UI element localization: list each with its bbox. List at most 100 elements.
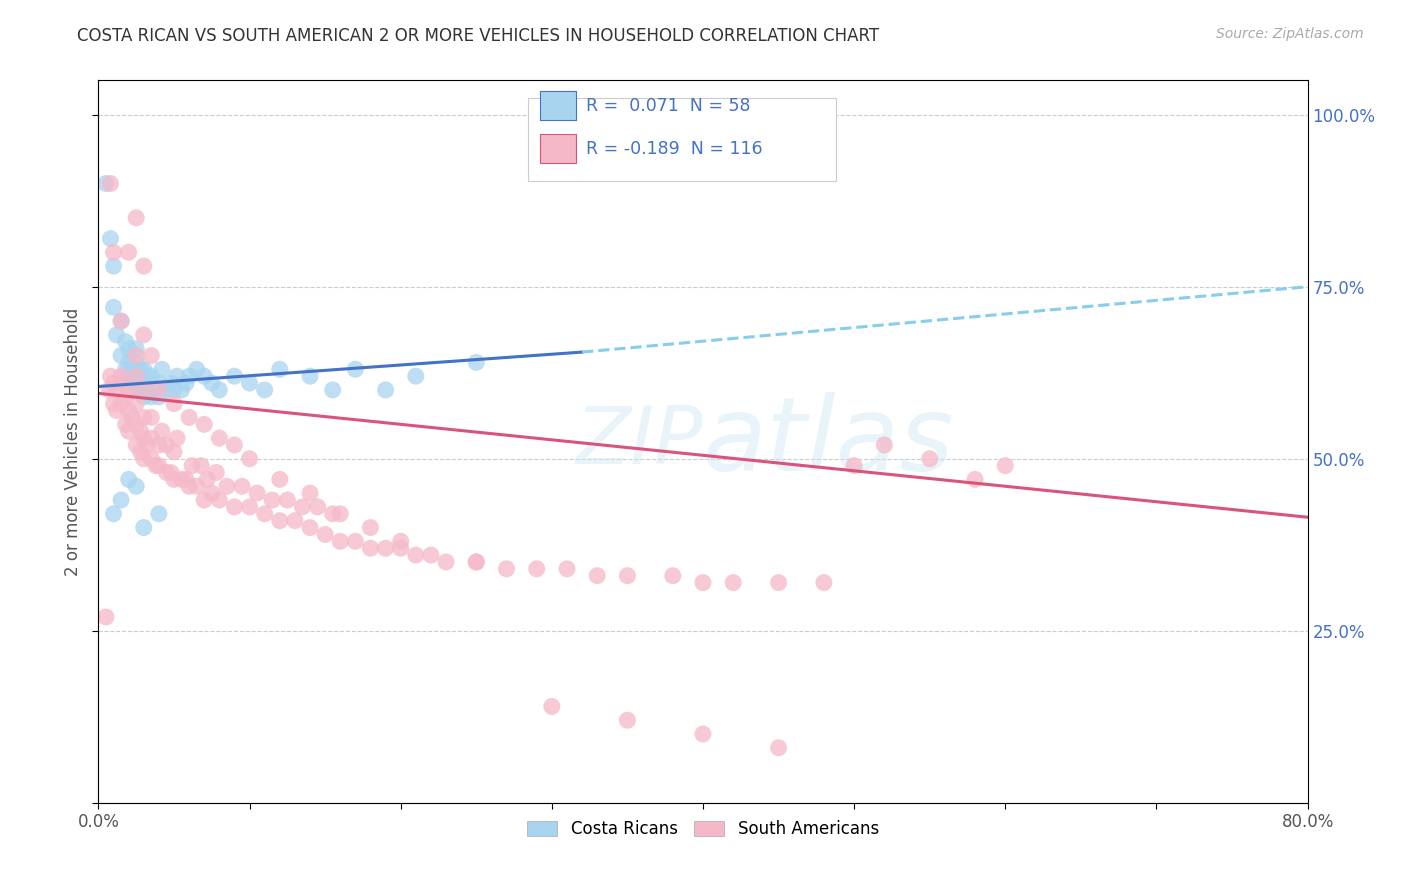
Point — [103, 507, 125, 521]
FancyBboxPatch shape — [540, 91, 576, 120]
Point — [314, 527, 336, 541]
Point — [141, 369, 163, 384]
Point — [110, 376, 132, 390]
Point — [110, 369, 132, 384]
Legend: Costa Ricans, South Americans: Costa Ricans, South Americans — [520, 814, 886, 845]
Point — [103, 245, 125, 260]
Point — [118, 369, 141, 384]
Point — [118, 245, 141, 260]
Point — [269, 472, 291, 486]
FancyBboxPatch shape — [527, 98, 837, 181]
Point — [374, 541, 396, 556]
Point — [121, 410, 143, 425]
Point — [155, 438, 177, 452]
Point — [616, 568, 638, 582]
Point — [125, 369, 148, 384]
Point — [105, 403, 128, 417]
Point — [344, 362, 367, 376]
Point — [155, 383, 177, 397]
Point — [132, 451, 155, 466]
Point — [360, 520, 382, 534]
Point — [329, 507, 352, 521]
Point — [132, 431, 155, 445]
FancyBboxPatch shape — [540, 135, 576, 163]
Point — [166, 431, 188, 445]
Point — [125, 397, 148, 411]
Point — [307, 500, 329, 514]
Point — [125, 211, 148, 225]
Point — [918, 451, 941, 466]
Point — [103, 301, 125, 315]
Point — [540, 699, 562, 714]
Point — [141, 390, 163, 404]
Point — [844, 458, 866, 473]
Text: ZIP: ZIP — [575, 402, 703, 481]
Point — [98, 383, 121, 397]
Point — [114, 390, 136, 404]
Point — [813, 575, 835, 590]
Point — [239, 500, 262, 514]
Point — [125, 479, 148, 493]
Point — [193, 417, 215, 432]
Point — [100, 177, 122, 191]
Point — [873, 438, 896, 452]
Point — [132, 376, 155, 390]
Point — [291, 500, 314, 514]
Point — [125, 355, 148, 369]
Point — [132, 383, 155, 397]
Point — [205, 466, 228, 480]
Point — [148, 376, 170, 390]
Point — [389, 534, 412, 549]
Point — [299, 369, 322, 384]
Point — [284, 514, 307, 528]
Point — [586, 568, 609, 582]
Point — [118, 403, 141, 417]
Point — [160, 466, 183, 480]
Point — [129, 383, 152, 397]
Point — [420, 548, 443, 562]
Point — [166, 369, 188, 384]
Point — [495, 562, 517, 576]
Point — [163, 383, 186, 397]
Point — [170, 383, 193, 397]
Point — [132, 259, 155, 273]
Point — [201, 376, 224, 390]
Point — [253, 507, 276, 521]
Point — [103, 259, 125, 273]
Point — [994, 458, 1017, 473]
Point — [179, 410, 201, 425]
Point — [174, 376, 197, 390]
Point — [125, 342, 148, 356]
Point — [110, 314, 132, 328]
Point — [129, 362, 152, 376]
Point — [148, 438, 170, 452]
Point — [114, 362, 136, 376]
Text: atlas: atlas — [703, 392, 955, 491]
Point — [118, 472, 141, 486]
Point — [208, 493, 231, 508]
Point — [179, 369, 201, 384]
Point — [186, 479, 208, 493]
Point — [135, 383, 157, 397]
Point — [141, 349, 163, 363]
Point — [100, 231, 122, 245]
Point — [125, 383, 148, 397]
Point — [360, 541, 382, 556]
Point — [253, 383, 276, 397]
Point — [723, 575, 745, 590]
Point — [179, 479, 201, 493]
Point — [105, 327, 128, 342]
Point — [692, 727, 714, 741]
Text: Source: ZipAtlas.com: Source: ZipAtlas.com — [1216, 27, 1364, 41]
Point — [145, 383, 167, 397]
Point — [163, 445, 186, 459]
Point — [148, 390, 170, 404]
Point — [118, 355, 141, 369]
Point — [405, 548, 427, 562]
Point — [141, 410, 163, 425]
Point — [145, 458, 167, 473]
Point — [100, 369, 122, 384]
Point — [692, 575, 714, 590]
Point — [110, 314, 132, 328]
Point — [125, 417, 148, 432]
